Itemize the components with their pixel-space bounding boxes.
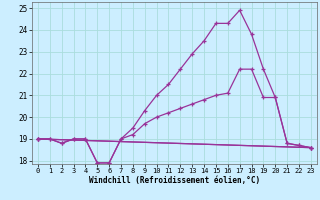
X-axis label: Windchill (Refroidissement éolien,°C): Windchill (Refroidissement éolien,°C) [89,176,260,185]
